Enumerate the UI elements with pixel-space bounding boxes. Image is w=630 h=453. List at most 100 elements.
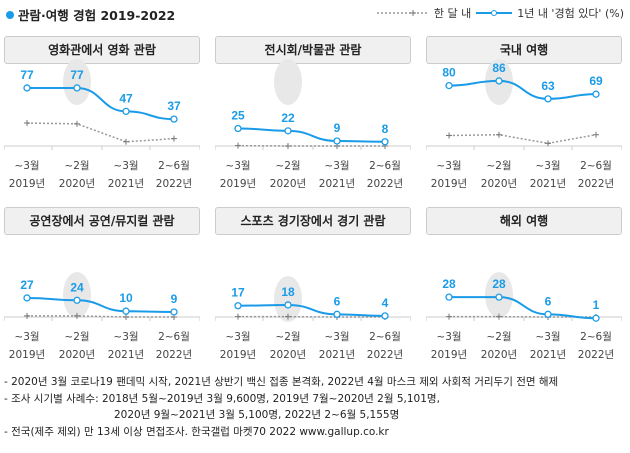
note-line: 2020년 9월~2021년 3월 5,100명, 2022년 2~6월 5,1… (114, 409, 400, 421)
data-label: 22 (281, 111, 295, 125)
yearly-line (237, 127, 386, 143)
monthly-point (446, 132, 452, 139)
yearly-point (234, 124, 242, 133)
data-label: 10 (119, 291, 133, 305)
x-tick-label-year: 2019년 (220, 178, 256, 190)
data-label: 77 (70, 68, 84, 82)
monthly-point (74, 120, 80, 127)
yearly-point (170, 115, 178, 123)
x-tick-label-month: ~3월 (324, 331, 349, 343)
monthly-line (27, 315, 174, 318)
x-tick-label-year: 2022년 (578, 349, 614, 361)
footnotes: - 2020년 3월 코로나19 팬데믹 시작, 2021년 상반기 백신 접종… (4, 374, 558, 440)
monthly-line (448, 133, 597, 145)
x-tick-label-year: 2022년 (578, 178, 614, 190)
yearly-point (381, 138, 389, 146)
x-tick-label-month: 2~6월 (369, 160, 401, 172)
yearly-line (449, 296, 597, 320)
title-bullet-icon (6, 10, 14, 19)
monthly-line (26, 122, 175, 143)
monthly-point (545, 140, 551, 147)
x-tick-label-year: 2021년 (319, 178, 355, 190)
x-tick-label-month: ~2월 (486, 331, 511, 343)
yearly-point (445, 293, 453, 301)
yearly-point (495, 293, 503, 301)
data-label: 27 (20, 278, 34, 292)
yearly-point (73, 84, 81, 92)
yearly-point (544, 95, 552, 103)
x-tick-label-month: ~2월 (275, 160, 300, 172)
x-tick-label-month: ~3월 (225, 331, 250, 343)
yearly-point (122, 107, 130, 115)
chart-panel: 스포츠 경기장에서 경기 관람 17 ~3월 2019년 18 ~2월 2020년 6 ~3월 2… (215, 207, 411, 367)
note-line: - 조사 시기별 사례수: 2018년 5월~2019년 3월 9,600명, … (4, 392, 440, 405)
yearly-point (284, 301, 292, 309)
monthly-point (446, 313, 452, 320)
data-label: 9 (334, 121, 341, 135)
x-tick-label-year: 2020년 (481, 349, 517, 361)
data-label: 4 (382, 296, 389, 310)
yearly-point (333, 137, 341, 145)
note-line: - 전국(제주 제외) 만 13세 이상 면접조사. 한국갤럽 마켓70 202… (4, 425, 389, 438)
yearly-line (27, 86, 175, 121)
x-tick-label-month: ~3월 (113, 160, 138, 172)
yearly-point (284, 127, 292, 135)
yearly-point (544, 310, 552, 318)
chart-panel: 해외 여행 28 ~3월 2019년 28 ~2월 2020년 6 ~3월 2021년 1 2~6월 2… (426, 207, 622, 367)
x-tick-label-year: 2021년 (530, 349, 566, 361)
monthly-point (74, 312, 80, 319)
monthly-point (285, 313, 291, 320)
yearly-point (592, 314, 600, 322)
monthly-point (235, 142, 241, 149)
data-label: 9 (171, 292, 178, 306)
x-tick-label-year: 2019년 (431, 349, 467, 361)
x-tick-label-month: ~3월 (324, 160, 349, 172)
yearly-point (170, 308, 178, 316)
data-label: 28 (492, 277, 506, 291)
x-tick-label-month: ~2월 (64, 160, 89, 172)
data-label: 1 (593, 298, 600, 312)
yearly-point (381, 312, 389, 320)
x-tick-label-year: 2021년 (108, 178, 144, 190)
legend-monthly-label: 한 달 내 (433, 7, 472, 20)
data-label: 28 (442, 277, 456, 291)
data-label: 47 (119, 91, 133, 105)
x-tick-label-year: 2020년 (59, 349, 95, 361)
data-label: 80 (442, 66, 456, 80)
x-tick-label-year: 2020년 (270, 178, 306, 190)
chart-panel: 국내 여행 80 ~3월 2019년 86 ~2월 2020년 63 ~3월 2021년 69 2~6… (426, 36, 622, 196)
monthly-point (171, 135, 177, 142)
chart-title: 관람·여행 경험 2019-2022 (6, 5, 175, 24)
legend-yearly-label: 1년 내 '경험 있다' (%) (517, 7, 624, 20)
highlight-ellipse (274, 276, 302, 322)
x-tick-label-year: 2019년 (220, 349, 256, 361)
x-tick-label-year: 2021년 (319, 349, 355, 361)
x-tick-label-year: 2020년 (270, 349, 306, 361)
monthly-point (285, 143, 291, 149)
x-tick-label-month: 2~6월 (580, 331, 612, 343)
x-tick-label-year: 2021년 (530, 178, 566, 190)
data-label: 24 (70, 280, 84, 294)
chart-panel: 공연장에서 공연/뮤지컬 관람 27 ~3월 2019년 24 ~2월 2020년 10 ~3월… (4, 207, 200, 367)
x-tick-label-month: ~2월 (275, 331, 300, 343)
yearly-line (26, 296, 175, 313)
x-tick-label-month: ~3월 (113, 331, 138, 343)
monthly-point (496, 131, 502, 138)
panel-title: 공연장에서 공연/뮤지컬 관람 (4, 207, 200, 235)
monthly-point (123, 314, 129, 320)
data-label: 77 (20, 68, 34, 82)
x-tick-label-month: ~3월 (225, 160, 250, 172)
x-tick-label-year: 2022년 (367, 349, 403, 361)
legend-monthly-icon (376, 10, 429, 16)
panel-title: 스포츠 경기장에서 경기 관람 (215, 207, 411, 235)
x-tick-label-month: ~3월 (14, 160, 39, 172)
monthly-point (593, 131, 599, 138)
x-tick-label-month: 2~6월 (158, 331, 190, 343)
chart-panel: 전시회/박물관 관람 25 ~3월 2019년 22 ~2월 2020년 9 ~3월 2021년 8… (215, 36, 411, 196)
yearly-point (445, 81, 453, 90)
yearly-point (495, 77, 503, 85)
x-tick-label-year: 2019년 (431, 178, 467, 190)
x-tick-label-year: 2021년 (108, 349, 144, 361)
data-label: 69 (589, 74, 603, 88)
